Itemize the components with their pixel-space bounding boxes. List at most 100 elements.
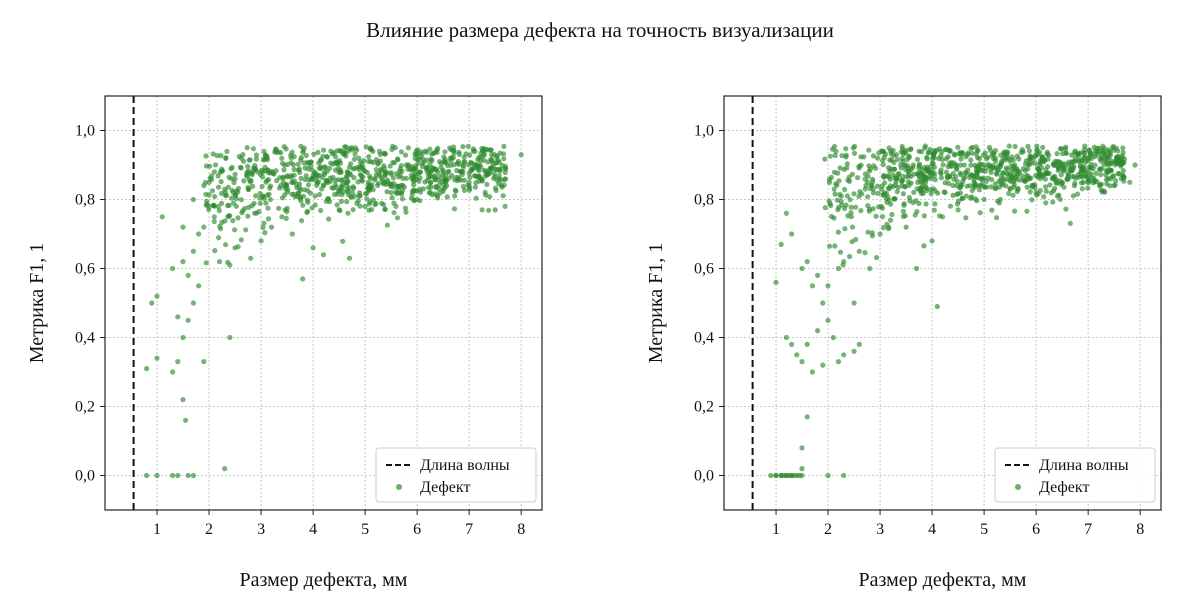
data-point — [1107, 152, 1113, 158]
data-point — [922, 174, 929, 180]
data-point — [912, 212, 918, 218]
data-point — [308, 163, 314, 169]
data-point — [452, 193, 458, 199]
data-point — [954, 166, 960, 172]
data-point — [923, 184, 929, 190]
data-point — [300, 276, 306, 282]
data-point — [856, 341, 862, 347]
plot-frame — [104, 95, 543, 511]
data-point — [835, 207, 841, 213]
data-point — [838, 193, 844, 199]
data-point — [422, 148, 428, 154]
data-point — [844, 165, 850, 171]
data-point — [499, 184, 505, 190]
data-point — [383, 179, 389, 185]
data-point — [959, 150, 965, 156]
data-point — [976, 187, 983, 193]
data-point — [388, 190, 394, 196]
data-point — [900, 146, 906, 152]
data-point — [310, 245, 316, 251]
data-point — [914, 171, 921, 177]
data-point — [873, 213, 879, 219]
data-point — [1025, 166, 1031, 172]
data-point — [442, 149, 448, 155]
y-tick-label: 0,8 — [694, 192, 714, 209]
data-point — [278, 150, 284, 156]
data-point — [300, 147, 306, 154]
data-point — [496, 181, 502, 187]
data-point — [451, 150, 457, 156]
data-point — [992, 181, 999, 187]
data-point — [932, 177, 938, 183]
data-point — [799, 359, 805, 365]
data-point — [215, 184, 222, 190]
x-tick-label: 4 — [928, 521, 936, 538]
data-point — [218, 153, 224, 159]
data-point — [350, 207, 356, 213]
data-point — [170, 265, 176, 272]
data-point — [835, 359, 842, 365]
data-point — [472, 184, 478, 190]
data-point — [957, 170, 963, 176]
data-point — [356, 193, 363, 199]
data-point — [502, 203, 508, 209]
data-point — [836, 178, 842, 184]
data-point — [241, 158, 247, 164]
data-point — [1022, 161, 1028, 167]
data-point — [890, 184, 896, 190]
data-point — [288, 152, 294, 158]
data-point — [1043, 188, 1049, 194]
data-point — [1103, 177, 1110, 183]
data-point — [398, 182, 404, 188]
data-point — [978, 167, 984, 173]
data-point — [832, 191, 838, 197]
data-point — [874, 183, 881, 189]
data-point — [1048, 190, 1054, 196]
data-point — [293, 181, 300, 188]
data-point — [950, 192, 956, 198]
data-point — [391, 200, 397, 206]
data-point — [971, 179, 977, 185]
data-point — [972, 162, 978, 168]
data-point — [366, 201, 372, 207]
data-point — [882, 151, 889, 157]
data-point — [277, 185, 283, 191]
data-point — [321, 172, 328, 178]
data-point — [214, 153, 220, 159]
data-point — [216, 208, 222, 214]
x-tick-label: 8 — [1136, 521, 1144, 538]
data-point — [307, 190, 314, 196]
data-point — [844, 161, 850, 167]
data-point — [479, 207, 485, 213]
data-point — [1121, 159, 1127, 166]
data-point — [885, 226, 892, 232]
data-point — [175, 359, 181, 365]
data-point — [1055, 165, 1062, 172]
data-point — [235, 244, 241, 250]
x-tick-label: 2 — [824, 521, 832, 538]
data-point — [848, 204, 854, 210]
data-point — [190, 248, 196, 254]
data-point — [230, 218, 236, 224]
data-point — [1012, 208, 1018, 214]
data-point — [778, 241, 784, 247]
data-point — [851, 348, 857, 354]
data-point — [832, 152, 838, 159]
data-point — [276, 205, 282, 211]
data-point — [1072, 148, 1078, 154]
data-point — [833, 148, 839, 154]
data-point — [879, 214, 886, 220]
data-point — [858, 208, 864, 214]
y-tick-label: 0,4 — [75, 330, 95, 347]
data-point — [1132, 162, 1138, 168]
data-point — [154, 355, 160, 361]
data-point — [399, 196, 406, 202]
subplot-right: 1 2 3 4 5 6 7 8 0,0 0,2 0,4 0,6 0,8 1,0 Размер дефекта… — [645, 95, 1162, 591]
data-point — [489, 152, 495, 158]
data-point — [180, 397, 186, 403]
data-point — [1034, 143, 1040, 149]
data-point — [988, 184, 994, 190]
data-point — [783, 210, 790, 216]
data-point — [880, 162, 886, 168]
